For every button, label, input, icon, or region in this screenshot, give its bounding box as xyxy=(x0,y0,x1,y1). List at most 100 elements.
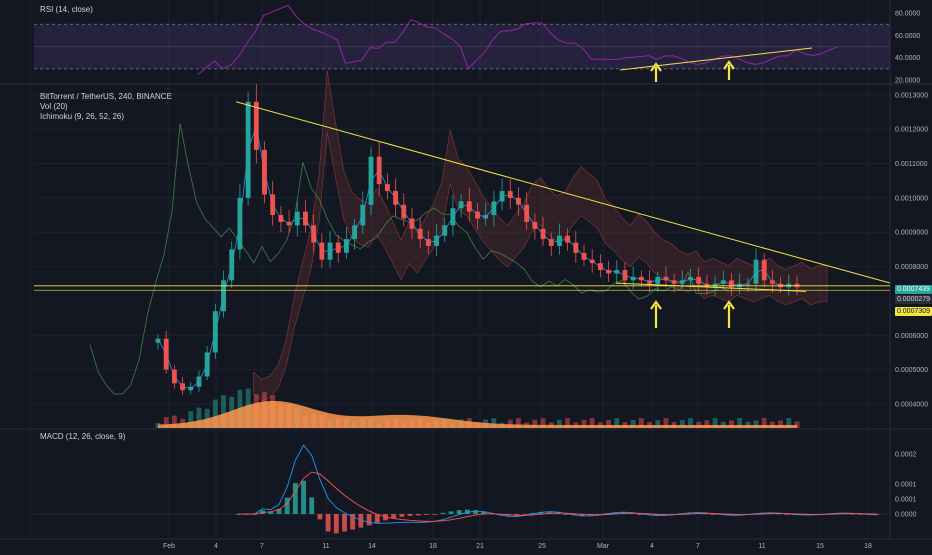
macd-histogram-bar xyxy=(448,511,454,514)
macd-histogram-bar xyxy=(292,483,298,514)
candle-body xyxy=(483,215,489,219)
arrow-head xyxy=(723,60,735,70)
rsi-arrow-annotation xyxy=(723,60,735,80)
candle-body xyxy=(688,276,693,281)
macd-histogram-bar xyxy=(333,514,339,534)
volume-bar xyxy=(655,420,661,428)
candle-body xyxy=(409,218,415,229)
descending-resistance-line xyxy=(235,101,891,284)
rsi-tick-label: 60.0000 xyxy=(895,33,920,40)
candle-body xyxy=(565,235,571,243)
candle-body xyxy=(499,191,505,202)
volume-bar xyxy=(163,416,169,428)
macd-tick-label: 0.0001 xyxy=(895,482,917,489)
macd-histogram-bar xyxy=(358,514,364,528)
macd-histogram-bar xyxy=(276,508,282,514)
volume-bar xyxy=(761,418,767,428)
candle-body xyxy=(229,249,235,281)
candle-body xyxy=(606,270,612,274)
time-tick-label: 15 xyxy=(816,543,824,550)
ichimoku-legend: Ichimoku (9, 26, 52, 26) xyxy=(40,112,125,121)
candle-body xyxy=(614,270,620,274)
candle-body xyxy=(180,383,186,391)
time-tick-label: 21 xyxy=(476,543,484,550)
time-tick-label: 11 xyxy=(322,543,329,550)
candle-body xyxy=(196,376,202,387)
macd-histogram-bar xyxy=(710,514,716,515)
time-tick-label: 7 xyxy=(696,543,700,550)
candle-body xyxy=(401,204,407,219)
candle-body xyxy=(491,201,497,216)
volume-bar xyxy=(794,421,800,428)
candle-body xyxy=(671,280,677,284)
price-tick-label: 0.0010000 xyxy=(895,195,928,202)
macd-histogram-bar xyxy=(473,510,479,514)
macd-histogram-bar xyxy=(563,514,569,515)
time-tick-label: 4 xyxy=(650,543,654,550)
candle-body xyxy=(745,283,751,285)
candle-body xyxy=(729,280,734,288)
candle-body xyxy=(663,276,669,281)
candle-body xyxy=(319,242,325,260)
volume-bar xyxy=(745,421,751,428)
candle-body xyxy=(466,201,472,212)
macd-tick-label: 0.0001 xyxy=(895,497,917,504)
macd-signal-line xyxy=(238,471,878,522)
macd-histogram-bar xyxy=(776,513,782,515)
macd-histogram-bar xyxy=(612,512,618,514)
volume-bar xyxy=(696,421,702,428)
time-tick-label: 18 xyxy=(864,543,872,550)
macd-histogram-bar xyxy=(432,514,438,515)
candle-body xyxy=(442,225,448,236)
macd-histogram-bar xyxy=(350,514,356,530)
candle-body xyxy=(638,276,644,281)
price-tick-label: 0.0006000 xyxy=(895,333,928,340)
candle-body xyxy=(221,280,226,312)
volume-bar xyxy=(589,418,595,428)
macd-histogram-bar xyxy=(596,514,601,515)
candle-body xyxy=(589,259,595,264)
volume-bar xyxy=(212,399,218,428)
volume-bar xyxy=(516,418,521,428)
candle-body xyxy=(278,215,284,222)
candle-body xyxy=(532,221,538,229)
rsi-tick-label: 80.0000 xyxy=(895,11,920,18)
time-tick-label: Mar xyxy=(597,543,610,550)
candle-body xyxy=(163,338,169,370)
time-tick-label: 14 xyxy=(368,543,376,550)
macd-histogram-bar xyxy=(522,514,528,515)
macd-histogram-bar xyxy=(325,514,331,532)
volume-bar xyxy=(737,418,743,428)
volume-ma-area xyxy=(158,400,797,428)
candle-body xyxy=(475,211,480,219)
price-tick-label: 0.0005000 xyxy=(895,367,928,374)
volume-bar xyxy=(753,420,759,428)
macd-legend: MACD (12, 26, close, 9) xyxy=(40,432,126,441)
rsi-tick-label: 20.0000 xyxy=(895,78,920,85)
candle-body xyxy=(368,156,374,205)
volume-bar xyxy=(507,419,513,428)
volume-legend: Vol (20) xyxy=(40,102,68,111)
volume-bar xyxy=(565,418,571,428)
candle-body xyxy=(270,194,276,216)
candle-body xyxy=(425,239,431,246)
macd-histogram-bar xyxy=(391,514,397,519)
volume-bar xyxy=(638,418,644,428)
candle-body xyxy=(327,242,333,260)
spread-tag: 0.0000279 xyxy=(895,295,932,304)
macd-histogram-bar xyxy=(514,514,519,516)
candle-body xyxy=(769,280,775,284)
candle-body xyxy=(155,338,161,343)
price-tick-label: 0.0011000 xyxy=(895,161,928,168)
last-price-tag: 0.0007439 xyxy=(895,285,932,294)
macd-histogram-bar xyxy=(702,513,708,515)
macd-histogram-bar xyxy=(858,514,864,515)
volume-bar xyxy=(581,419,587,428)
candle-body xyxy=(188,386,194,391)
ichimoku-cloud xyxy=(253,70,828,402)
volume-bar xyxy=(778,420,784,428)
rsi-band xyxy=(34,24,890,69)
macd-histogram-bar xyxy=(423,514,429,515)
